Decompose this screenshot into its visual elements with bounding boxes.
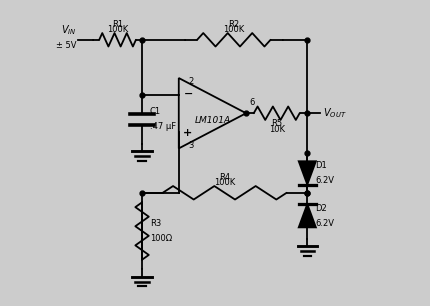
Text: $V_{OUT}$: $V_{OUT}$ [322,106,345,120]
Text: ± 5V: ± 5V [55,41,76,50]
Text: $V_{IN}$: $V_{IN}$ [61,23,76,37]
Text: 10K: 10K [268,125,284,134]
Text: R5: R5 [270,119,282,128]
Text: R2: R2 [228,20,239,29]
Text: D1: D1 [314,161,326,170]
Text: 100K: 100K [107,25,128,34]
Text: D2: D2 [314,204,326,213]
Text: 100Ω: 100Ω [149,234,172,243]
Text: R1: R1 [112,20,123,29]
Text: C1: C1 [149,107,160,116]
Text: R3: R3 [149,219,160,228]
Text: 6.2V: 6.2V [314,219,333,228]
Polygon shape [298,204,315,227]
Polygon shape [298,161,315,185]
Text: 6: 6 [249,98,254,107]
Text: +: + [183,128,192,138]
Text: −: − [183,88,192,99]
Text: R4: R4 [218,173,230,182]
Text: 2: 2 [188,77,194,86]
Text: 100K: 100K [223,25,244,34]
Text: LM101A: LM101A [194,116,230,125]
Text: 6.2V: 6.2V [314,176,333,185]
Text: .47 μF: .47 μF [149,122,175,132]
Text: 100K: 100K [214,178,235,187]
Text: 3: 3 [188,141,194,150]
